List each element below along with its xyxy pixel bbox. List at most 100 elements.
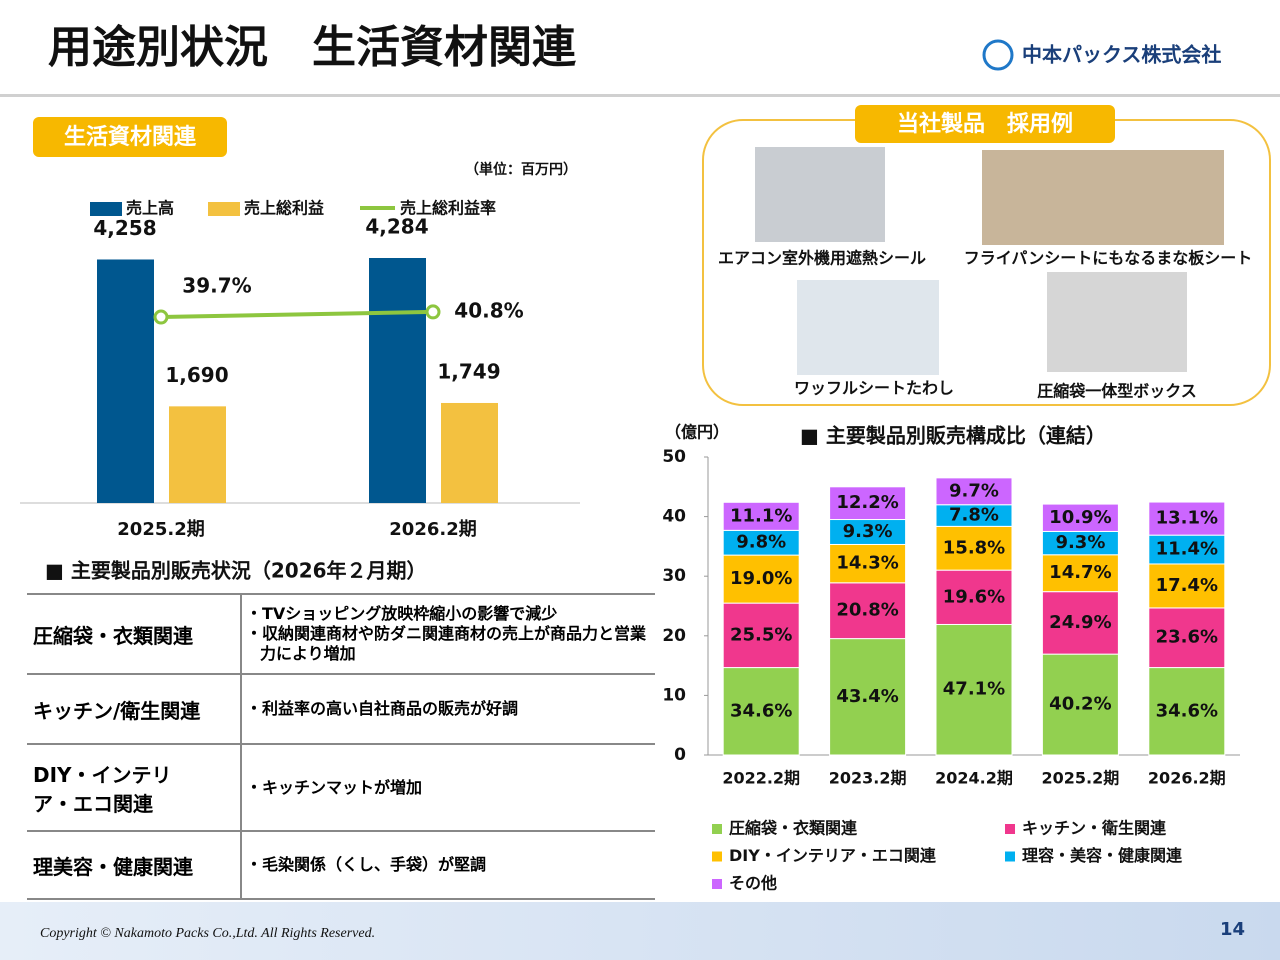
product-photo: [1047, 272, 1187, 372]
x-tick-label: 2026.2期: [389, 519, 476, 540]
stack-segment: [722, 554, 800, 604]
legend-swatch: [1005, 824, 1015, 834]
legend-swatch: [208, 202, 240, 216]
value-label: 7.8%: [949, 505, 999, 526]
value-label: 23.6%: [1156, 627, 1218, 648]
stack-segment: [829, 543, 907, 584]
legend-swatch: [712, 879, 722, 889]
row-item: ・利益率の高い自社商品の販売が好調: [246, 699, 519, 718]
product-caption: 圧縮袋一体型ボックス: [1037, 382, 1197, 401]
product-caption: ワッフルシートたわし: [794, 379, 954, 398]
sales-table: 圧縮袋・衣類関連 ・TVショッピング放映枠縮小の影響で減少 ・収納関連商材や防ダニ関…: [27, 593, 655, 900]
value-label: 11.1%: [730, 505, 792, 526]
value-label: 15.8%: [943, 537, 1005, 558]
bar: [369, 258, 426, 503]
stack-segment: [1148, 607, 1226, 669]
value-label: 9.7%: [949, 480, 999, 501]
stack-segment: [1041, 591, 1119, 655]
stack-segment: [935, 569, 1013, 625]
chart-title: ■ 主要製品別販売構成比（連結）: [800, 424, 1106, 448]
y-tick-label: 0: [674, 745, 686, 765]
stack-segment: [1148, 534, 1226, 565]
x-tick-label: 2023.2期: [829, 769, 907, 788]
stack-segment: [722, 529, 800, 556]
value-label: 4,258: [93, 216, 156, 240]
legend-label: DIY・インテリア・エコ関連: [729, 846, 937, 865]
legend-swatch: [712, 824, 722, 834]
value-label: 19.0%: [730, 568, 792, 589]
table-row: キッチン/衛生関連 ・利益率の高い自社商品の販売が好調: [27, 675, 655, 745]
value-label: 43.4%: [836, 686, 898, 707]
value-label: 12.2%: [836, 492, 898, 513]
table-title: ■ 主要製品別販売状況（2026年２月期）: [45, 559, 427, 583]
value-label: 13.1%: [1156, 508, 1218, 529]
y-tick-label: 30: [662, 566, 686, 586]
stack-segment: [935, 623, 1013, 756]
y-tick-label: 10: [662, 685, 686, 705]
table-row: 理美容・健康関連 ・毛染関係（くし、手袋）が堅調: [27, 832, 655, 900]
legend-label: 売上総利益率: [400, 199, 496, 218]
row-category: 理美容・健康関連: [27, 832, 242, 898]
value-label: 25.5%: [730, 624, 792, 645]
product-photo: [982, 150, 1224, 245]
stack-segment: [722, 602, 800, 669]
legend-swatch: [712, 851, 722, 862]
page-title: 用途別状況 生活資材関連: [48, 22, 577, 73]
legend-label: 理容・美容・健康関連: [1022, 846, 1183, 865]
value-label: 9.3%: [1055, 532, 1105, 553]
row-category: キッチン/衛生関連: [27, 675, 242, 743]
section-label: 生活資材関連: [64, 124, 197, 150]
copyright: Copyright © Nakamoto Packs Co.,Ltd. All …: [40, 926, 375, 941]
value-label: 47.1%: [943, 679, 1005, 700]
value-label: 40.2%: [1049, 694, 1111, 715]
value-label: 39.7%: [182, 274, 251, 298]
row-category: 圧縮袋・衣類関連: [27, 595, 242, 673]
stack-segment: [1148, 501, 1226, 536]
value-label: 4,284: [365, 215, 428, 239]
row-category: DIY・インテリア・エコ関連: [27, 745, 242, 830]
logo-icon: [982, 39, 1014, 71]
products-badge: [855, 105, 1115, 143]
x-tick-label: 2025.2期: [117, 519, 204, 540]
legend-label: 圧縮袋・衣類関連: [729, 819, 858, 838]
value-label: 20.8%: [836, 600, 898, 621]
rate-point: [153, 309, 169, 325]
stack-segment: [935, 525, 1013, 571]
value-label: 1,690: [165, 363, 228, 387]
page-number: 14: [1220, 919, 1245, 940]
legend-label: その他: [729, 874, 777, 893]
value-label: 40.8%: [454, 298, 523, 322]
value-label: 19.6%: [943, 586, 1005, 607]
value-label: 34.6%: [730, 700, 792, 721]
bar: [441, 402, 498, 503]
legend-label: キッチン・衛生関連: [1022, 819, 1167, 838]
stack-segment: [1041, 503, 1119, 532]
y-axis-label: （億円）: [665, 423, 729, 442]
y-tick-label: 40: [662, 507, 686, 527]
x-tick-label: 2024.2期: [935, 769, 1013, 788]
legend-swatch: [1005, 851, 1015, 862]
x-tick-label: 2025.2期: [1042, 769, 1120, 788]
y-tick-label: 20: [662, 626, 686, 646]
company-name: 中本パックス株式会社: [1022, 43, 1221, 67]
unit-label: （単位：百万円）: [465, 161, 577, 178]
x-tick-label: 2022.2期: [722, 769, 800, 788]
row-item: ・キッチンマットが増加: [246, 777, 423, 797]
value-label: 1,749: [437, 359, 500, 383]
legend-label: 売上総利益: [244, 199, 324, 218]
value-label: 17.4%: [1156, 575, 1218, 596]
row-item: ・毛染関係（くし、手袋）が堅調: [246, 855, 487, 874]
product-caption: エアコン室外機用遮熱シール: [718, 249, 926, 268]
rate-line: [160, 309, 434, 320]
bar: [169, 406, 226, 503]
value-label: 34.6%: [1156, 700, 1218, 721]
footer-band: [0, 902, 1280, 960]
header-rule: [0, 94, 1280, 97]
section-badge: [33, 117, 227, 157]
value-label: 14.7%: [1049, 562, 1111, 583]
stack-segment: [722, 667, 800, 756]
stack-segment: [1148, 563, 1226, 609]
table-row: 圧縮袋・衣類関連 ・TVショッピング放映枠縮小の影響で減少 ・収納関連商材や防ダニ関…: [27, 595, 655, 675]
